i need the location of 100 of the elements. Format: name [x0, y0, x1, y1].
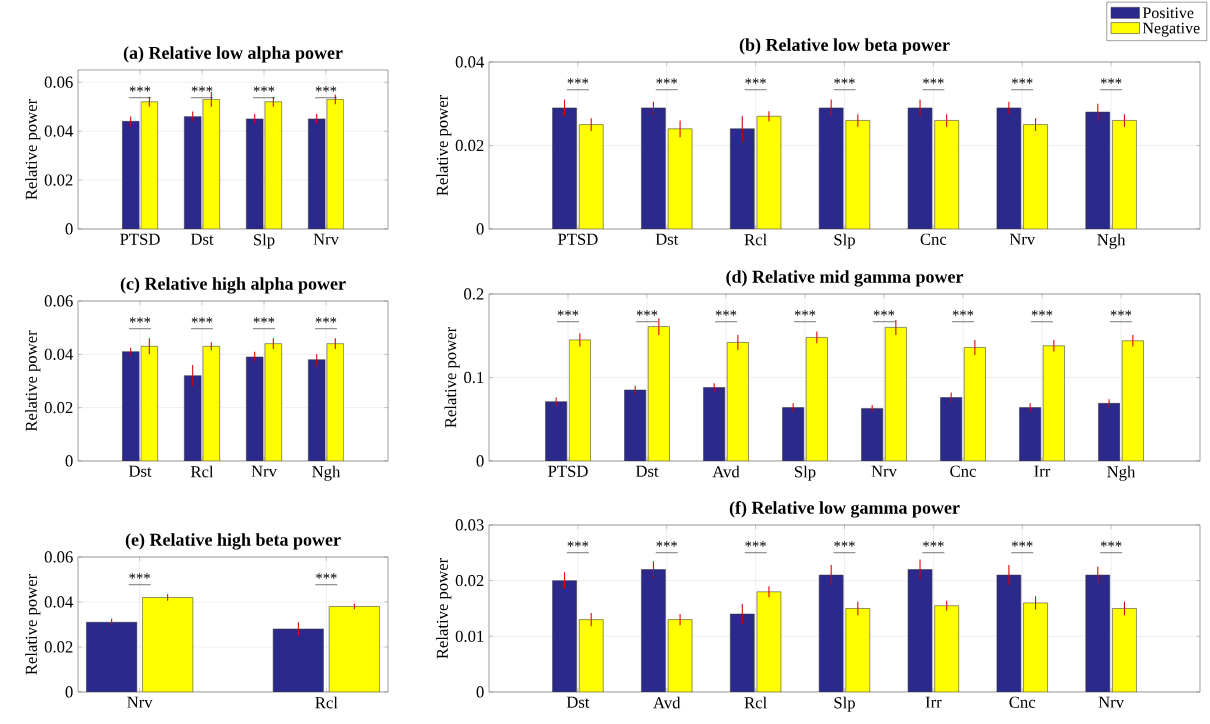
- x-tick-label: Slp: [834, 233, 855, 249]
- y-axis-title: Relative power: [436, 94, 452, 196]
- bar: [1023, 602, 1048, 692]
- x-tick-label: Slp: [254, 233, 275, 249]
- y-axis-title: Relative power: [25, 330, 41, 432]
- y-tick-label: 0.2: [464, 288, 484, 300]
- annotation: ***: [191, 86, 213, 92]
- annotation: ***: [1011, 541, 1033, 547]
- annotation: ***: [1011, 78, 1033, 84]
- y-tick-label: 0.06: [44, 76, 73, 88]
- x-tick-label: Dst: [635, 465, 659, 477]
- bar: [934, 605, 959, 692]
- x-tick-label: Cnc: [920, 233, 947, 245]
- bar: [552, 107, 577, 229]
- bar: [963, 347, 986, 461]
- bar: [86, 621, 138, 692]
- bar: [142, 597, 194, 692]
- bar: [545, 401, 568, 461]
- annotation: ***: [834, 541, 855, 547]
- bar: [884, 327, 907, 461]
- annotation: ***: [745, 78, 766, 84]
- chart-title: (b) Relative low beta power: [739, 38, 950, 55]
- bar: [246, 118, 264, 229]
- y-tick-label: 0: [476, 686, 484, 698]
- annotation: ***: [557, 310, 579, 316]
- annotation: ***: [315, 317, 337, 323]
- bar: [308, 359, 326, 461]
- bar: [552, 580, 577, 692]
- bar: [328, 606, 380, 692]
- chart-title: (c) Relative high alpha power: [120, 277, 346, 294]
- annotation: ***: [567, 78, 589, 84]
- annotation: ***: [129, 86, 151, 92]
- x-tick-label: Ngh: [1107, 465, 1136, 481]
- bar: [184, 375, 202, 461]
- x-tick-label: Ngh: [1097, 233, 1126, 249]
- annotation: ***: [1100, 78, 1122, 84]
- chart-title: (a) Relative low alpha power: [123, 46, 343, 63]
- bar: [861, 408, 884, 461]
- y-axis-title: Relative power: [25, 98, 41, 200]
- bar: [1121, 340, 1144, 461]
- annotation: ***: [567, 541, 589, 547]
- x-tick-label: Cnc: [950, 465, 976, 477]
- annotation: ***: [656, 541, 678, 547]
- annotation: ***: [1031, 310, 1053, 316]
- bar: [624, 389, 647, 461]
- bar: [647, 326, 670, 461]
- y-tick-label: 0.02: [44, 402, 73, 414]
- y-axis-title: Relative power: [444, 326, 460, 428]
- y-tick-label: 0.04: [44, 596, 74, 608]
- bar: [703, 387, 726, 461]
- chart-title: (d) Relative mid gamma power: [726, 270, 964, 287]
- x-tick-label: Rcl: [315, 696, 338, 709]
- bar: [1098, 403, 1121, 461]
- bar: [726, 342, 749, 461]
- x-tick-label: Cnc: [1009, 696, 1036, 708]
- x-tick-label: Avd: [712, 465, 740, 478]
- annotation: ***: [923, 78, 944, 84]
- x-tick-label: Rcl: [744, 233, 767, 246]
- bar: [1085, 111, 1111, 229]
- y-tick-label: 0.1: [464, 371, 484, 384]
- annotation: ***: [129, 573, 150, 579]
- annotation: ***: [253, 317, 275, 323]
- bar: [568, 339, 591, 461]
- y-tick-label: 0.02: [44, 174, 73, 186]
- annotation: ***: [316, 573, 337, 579]
- y-tick-label: 0.04: [455, 56, 485, 68]
- annotation: ***: [745, 541, 766, 547]
- bar: [578, 124, 604, 229]
- y-tick-label: 0.03: [455, 519, 484, 531]
- x-tick-label: Avd: [653, 696, 681, 709]
- y-tick-label: 0.02: [44, 641, 73, 653]
- x-tick-label: Irr: [1034, 465, 1051, 477]
- x-tick-label: Slp: [795, 465, 816, 481]
- bar: [667, 619, 693, 692]
- x-tick-label: Dst: [655, 233, 679, 245]
- legend-label: Negative: [1142, 22, 1200, 37]
- y-axis-title: Relative power: [25, 573, 41, 675]
- bar: [1019, 407, 1042, 461]
- bar: [1042, 345, 1065, 461]
- y-tick-label: 0.01: [455, 630, 484, 642]
- x-tick-label: Nrv: [1098, 696, 1125, 708]
- y-tick-label: 0: [476, 455, 484, 467]
- x-tick-label: Nrv: [871, 465, 897, 477]
- y-tick-label: 0: [476, 223, 484, 235]
- annotation: ***: [794, 310, 816, 316]
- annotation: ***: [1110, 310, 1132, 316]
- x-tick-label: Rcl: [190, 465, 214, 478]
- y-tick-label: 0.06: [44, 295, 73, 307]
- y-tick-label: 0: [65, 686, 73, 698]
- x-tick-label: Dst: [190, 233, 214, 245]
- x-tick-label: Nrv: [251, 465, 277, 477]
- x-tick-label: PTSD: [557, 233, 598, 245]
- bar: [1112, 120, 1137, 229]
- x-tick-label: Dst: [566, 696, 590, 708]
- bar: [308, 118, 326, 229]
- bar: [782, 407, 805, 461]
- annotation: ***: [1100, 541, 1122, 547]
- annotation: ***: [873, 310, 895, 316]
- y-tick-label: 0.04: [44, 125, 74, 137]
- x-tick-label: PTSD: [120, 233, 160, 245]
